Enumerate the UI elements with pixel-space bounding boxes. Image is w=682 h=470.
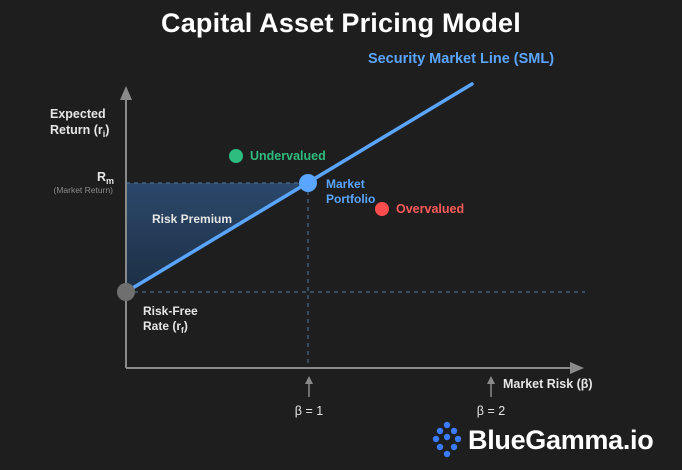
rm-label: Rm [97,170,114,186]
security-market-line [124,82,474,294]
overvalued-point [375,202,389,216]
brand-logo: BlueGamma.io [432,418,654,462]
beta2-arrow-icon [487,376,495,384]
sml-label: Security Market Line (SML) [368,51,554,67]
y-axis-arrow-icon [120,86,132,100]
market-portfolio-label-line1: Market [326,177,365,191]
market-portfolio-label-line2: Portfolio [326,192,375,206]
risk-premium-label: Risk Premium [152,212,232,226]
y-axis-label-line2: Return (ri) [50,123,109,139]
x-axis-label: Market Risk (β) [503,377,593,391]
brand-name: BlueGamma.io [468,424,654,455]
risk-free-point [117,283,135,301]
rm-note: (Market Return) [53,185,113,195]
bluegamma-logo-icon [432,421,462,458]
risk-free-label-line1: Risk-Free [143,304,198,318]
undervalued-point [229,149,243,163]
beta2-label: β = 2 [477,404,505,418]
x-axis-arrow-icon [570,362,584,374]
overvalued-label: Overvalued [396,202,464,216]
beta1-label: β = 1 [295,404,323,418]
beta1-arrow-icon [305,376,313,384]
market-portfolio-point [299,174,317,192]
risk-free-label-line2: Rate (rf) [143,319,188,335]
y-axis-label-line1: Expected [50,107,106,121]
page-title: Capital Asset Pricing Model [161,8,521,38]
undervalued-label: Undervalued [250,149,326,163]
